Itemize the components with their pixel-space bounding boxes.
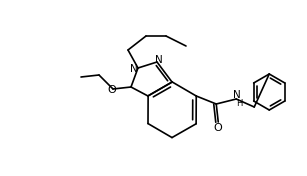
Text: O: O — [214, 123, 223, 133]
Text: O: O — [108, 85, 116, 95]
Text: N: N — [155, 55, 163, 65]
Text: N: N — [233, 90, 241, 100]
Text: N: N — [130, 64, 138, 74]
Text: H: H — [236, 99, 243, 108]
